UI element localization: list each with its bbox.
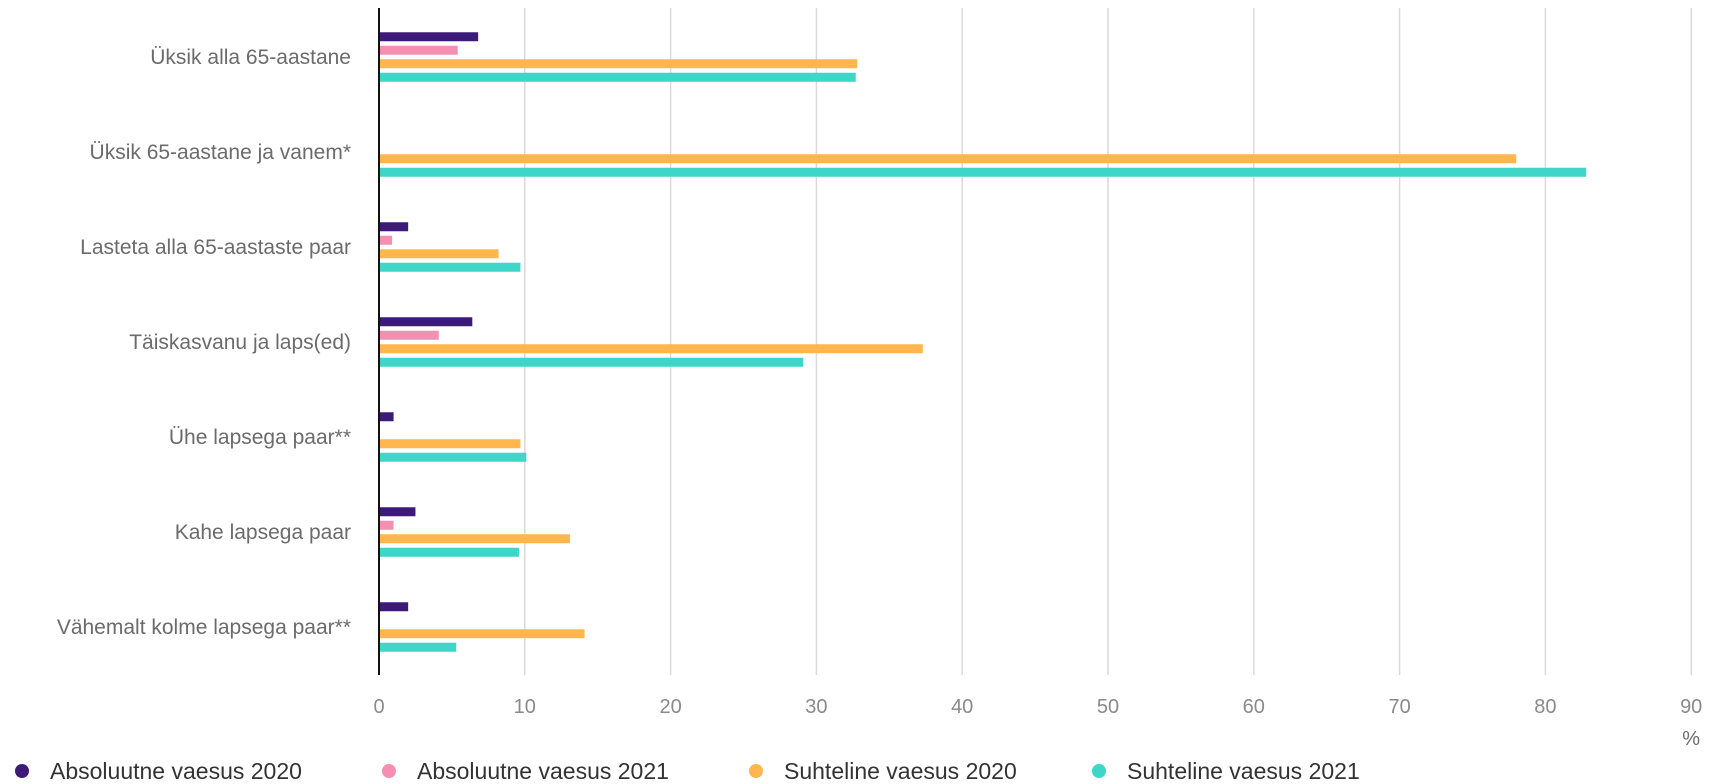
category-label: Ühe lapsega paar** — [169, 426, 351, 449]
legend-item: Suhteline vaesus 2020 — [749, 758, 1017, 784]
bar-3-5 — [379, 439, 521, 449]
bar-2-6 — [379, 520, 394, 530]
legend-marker — [749, 764, 763, 778]
x-tick-label: 40 — [951, 696, 973, 718]
x-tick-label: 80 — [1534, 696, 1556, 718]
category-label: Üksik alla 65-aastane — [150, 46, 351, 69]
legend-marker — [382, 764, 396, 778]
legend: Absoluutne vaesus 2020 Absoluutne vaesus … — [15, 758, 1360, 784]
x-tick-label: 0 — [373, 696, 384, 718]
legend-label: Suhteline vaesus 2021 — [1127, 758, 1360, 784]
bar-4-4 — [379, 357, 804, 367]
category-label: Kahe lapsega paar — [175, 521, 351, 544]
category-label: Üksik 65-aastane ja vanem* — [90, 141, 351, 164]
legend-item: Absoluutne vaesus 2021 — [382, 758, 669, 784]
x-tick-label: 70 — [1388, 696, 1410, 718]
bar-4-7 — [379, 642, 457, 652]
bar-1-1 — [379, 32, 479, 42]
x-tick-label: 60 — [1243, 696, 1265, 718]
bar-1-4 — [379, 317, 473, 327]
gridlines — [524, 8, 1692, 675]
x-tick-label: 30 — [805, 696, 827, 718]
x-tick-labels: 0 10 20 30 40 50 60 70 80 90 — [373, 696, 1702, 718]
legend-label: Suhteline vaesus 2020 — [784, 758, 1017, 784]
bar-4-2 — [379, 167, 1587, 177]
category-labels: Üksik alla 65-aastane Üksik 65-aastane ja… — [57, 46, 351, 639]
bar-2-1 — [379, 45, 458, 55]
legend-label: Absoluutne vaesus 2021 — [417, 758, 669, 784]
bar-1-3 — [379, 222, 409, 232]
legend-marker — [15, 764, 29, 778]
bar-1-7 — [379, 602, 409, 612]
bar-3-7 — [379, 629, 585, 639]
bar-4-3 — [379, 262, 521, 272]
bar-3-4 — [379, 344, 923, 354]
bar-4-6 — [379, 547, 519, 557]
x-unit-label: % — [1682, 728, 1700, 750]
x-tick-label: 90 — [1680, 696, 1702, 718]
x-tick-label: 20 — [659, 696, 681, 718]
bar-3-1 — [379, 59, 858, 69]
legend-marker — [1092, 764, 1106, 778]
bar-1-6 — [379, 507, 416, 517]
bar-3-2 — [379, 154, 1517, 164]
bar-2-4 — [379, 330, 439, 340]
category-label: Täiskasvanu ja laps(ed) — [129, 331, 351, 354]
category-label: Lasteta alla 65-aastaste paar — [80, 236, 351, 259]
bar-4-1 — [379, 72, 856, 82]
legend-item: Absoluutne vaesus 2020 — [15, 758, 302, 784]
legend-label: Absoluutne vaesus 2020 — [50, 758, 302, 784]
bars — [379, 32, 1587, 652]
bar-1-5 — [379, 412, 394, 422]
bar-2-3 — [379, 235, 393, 245]
x-tick-label: 50 — [1097, 696, 1119, 718]
bar-4-5 — [379, 452, 527, 462]
legend-item: Suhteline vaesus 2021 — [1092, 758, 1360, 784]
bar-3-3 — [379, 249, 499, 259]
bar-3-6 — [379, 534, 570, 544]
x-tick-label: 10 — [514, 696, 536, 718]
category-label: Vähemalt kolme lapsega paar** — [57, 616, 351, 639]
